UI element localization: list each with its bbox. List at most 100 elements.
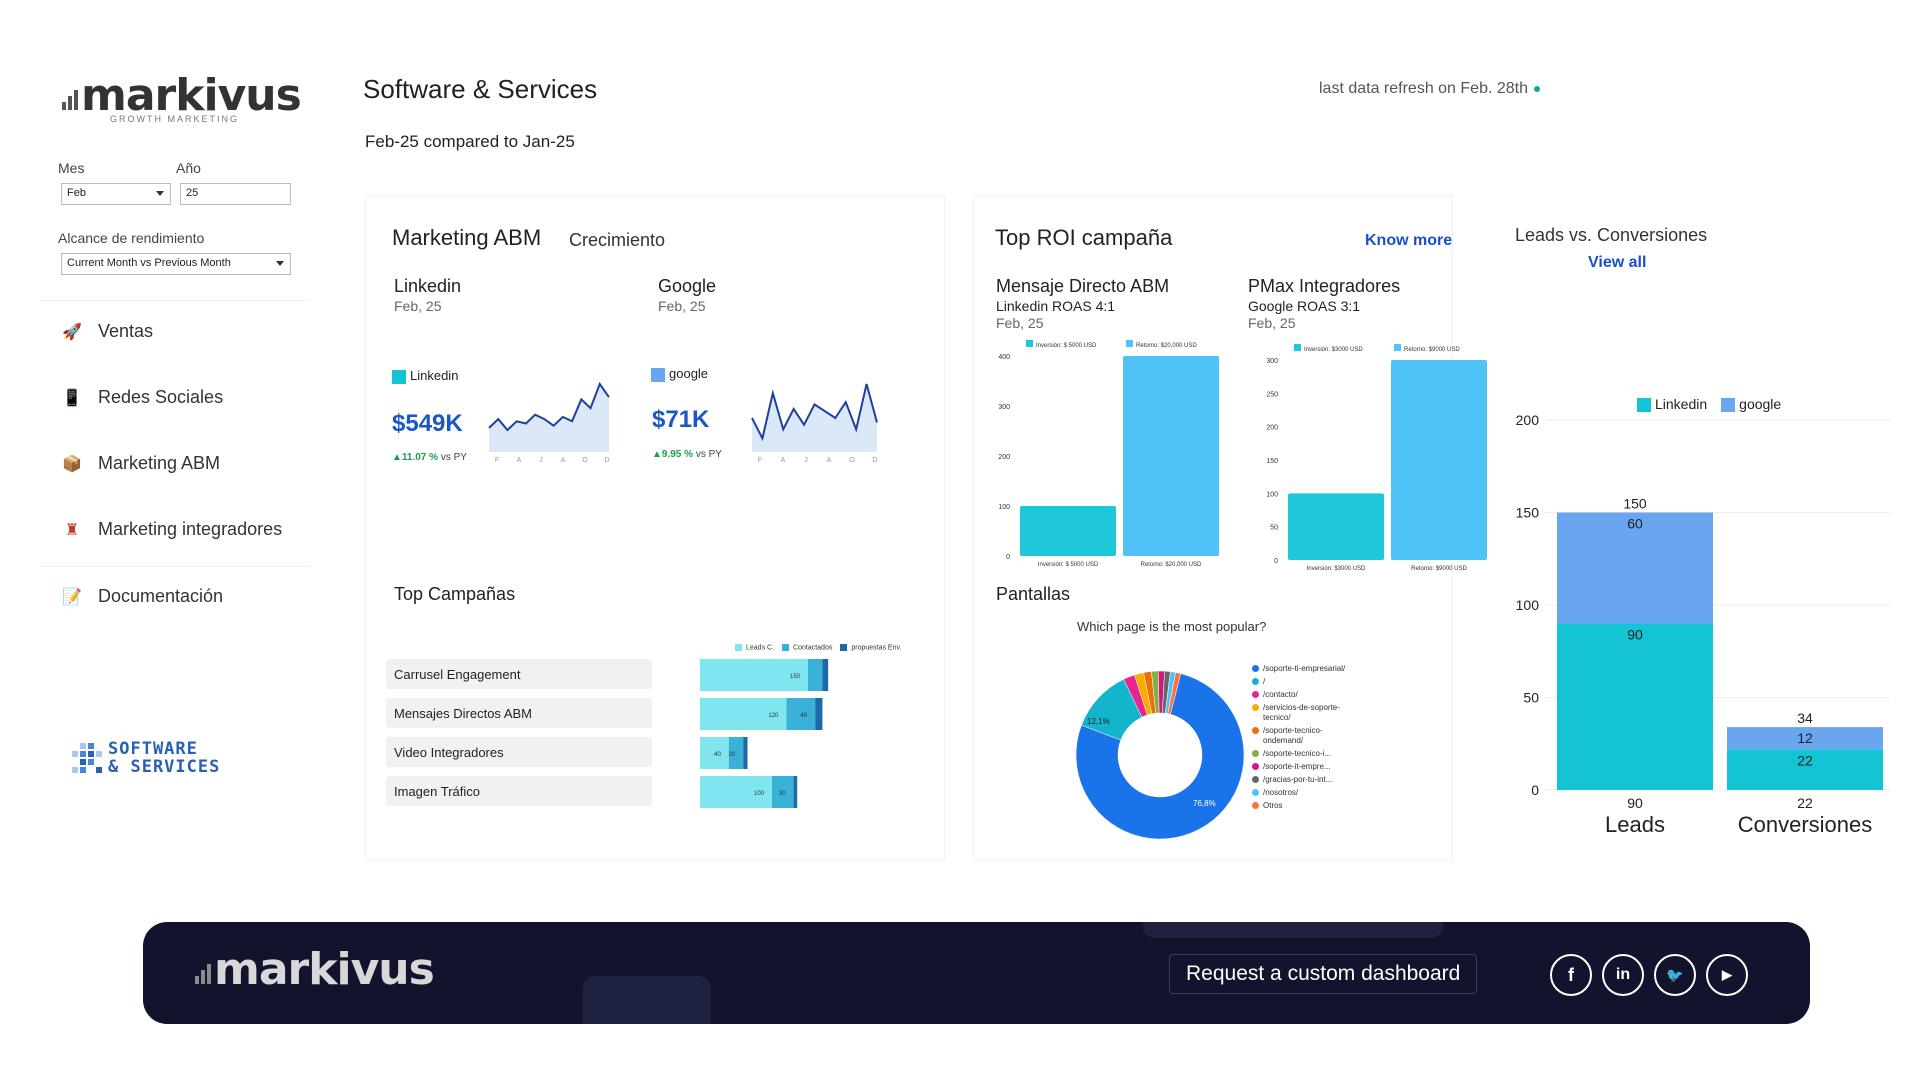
campaign-label: Mensajes Directos ABM — [394, 706, 532, 721]
campaign-bar-segment — [793, 776, 798, 808]
campaign-bar-segment — [700, 737, 729, 769]
year-value: 25 — [186, 187, 199, 199]
refresh-text: last data refresh on Feb. 28th — [1318, 80, 1528, 97]
campaign-bar-segment — [822, 659, 829, 691]
sparkline-area — [752, 384, 877, 452]
footer-logo: markivus — [195, 944, 435, 995]
sidebar-item-marketing-abm[interactable]: 📦 Marketing ABM — [62, 453, 220, 474]
month-label: Mes — [58, 160, 85, 176]
youtube-icon[interactable]: ▶ — [1706, 954, 1748, 996]
bottom-value-label: 22 — [1797, 795, 1813, 811]
y-tick-label: 100 — [998, 504, 1010, 511]
x-tick-label: F — [758, 457, 762, 464]
sidebar-item-marketing-integradores[interactable]: ♜ Marketing integradores — [62, 519, 282, 540]
partner-name-line2: & SERVICES — [108, 757, 221, 777]
legend-label: / — [1263, 677, 1266, 686]
x-category-label: Conversiones — [1738, 812, 1873, 837]
roi-left-date: Feb, 25 — [996, 315, 1044, 331]
sidebar-divider — [40, 566, 310, 567]
donut-slice — [1075, 673, 1245, 840]
scope-value: Current Month vs Previous Month — [67, 257, 231, 269]
month-value: Feb — [67, 187, 86, 199]
x-tick-label: A — [517, 457, 522, 464]
view-all-link[interactable]: View all — [1588, 254, 1647, 271]
leads-title: Leads vs. Conversiones — [1515, 225, 1708, 245]
google-legend: google — [651, 366, 708, 382]
campaign-row[interactable]: Mensajes Directos ABM — [386, 698, 652, 728]
legend-label: /soporte-tecnico-ondemand/ — [1263, 726, 1323, 745]
stacked-bar-segment — [1727, 727, 1883, 750]
linkedin-kpi: $549K — [392, 410, 463, 437]
year-input[interactable]: 25 — [180, 183, 291, 205]
x-tick-label: J — [804, 457, 808, 464]
legend-label: /soporte-tecnico-i... — [1263, 749, 1332, 758]
sidebar: markivus — [40, 22, 322, 852]
campaign-bar-segment — [700, 776, 772, 808]
legend-item: /contacto/ — [1252, 690, 1362, 700]
legend-item: /soporte-tecnico-ondemand/ — [1252, 726, 1362, 746]
footer-decoration — [1143, 922, 1443, 938]
sparkline-area — [489, 384, 609, 452]
legend-label: Otros — [1263, 801, 1283, 810]
legend-label: Contactados — [793, 644, 833, 652]
bottom-value-label: 90 — [1627, 795, 1643, 811]
legend-swatch — [1252, 727, 1259, 734]
legend-item: Contactados — [782, 644, 832, 651]
x-tick-label: D — [604, 457, 609, 464]
campaign-bar-segment — [772, 776, 794, 808]
page-title: Software & Services — [363, 74, 598, 104]
bar-value-label: 20 — [729, 752, 736, 758]
y-tick-label: 200 — [1266, 425, 1278, 432]
sidebar-item-redes-sociales[interactable]: 📱 Redes Sociales — [62, 387, 223, 408]
campaign-row[interactable]: Carrusel Engagement — [386, 659, 652, 689]
leads-legend: Linkedin google — [1637, 396, 1782, 413]
twitter-icon[interactable]: 🐦 — [1654, 954, 1696, 996]
legend-swatch — [1252, 789, 1259, 796]
delta-suffix: vs PY — [440, 452, 467, 463]
bar-value-label: 150 — [790, 674, 801, 680]
footer-banner: markivus Request a custom dashboard f in… — [143, 922, 1810, 1024]
legend-swatch — [392, 369, 406, 384]
campaign-bar-segment — [786, 698, 816, 730]
linkedin-delta: ▲11.07 % vs PY — [392, 452, 467, 463]
legend-label: google — [1739, 396, 1782, 412]
legend-label: /soporte-it-empre... — [1263, 762, 1331, 771]
user-icon: ♜ — [64, 521, 80, 539]
x-tick-label: A — [561, 457, 566, 464]
google-title: Google — [658, 276, 717, 296]
y-tick-label: 0 — [1531, 782, 1539, 798]
roi-bar — [1288, 493, 1384, 560]
legend-swatch — [1126, 340, 1133, 347]
bar-value-label: 40 — [801, 713, 808, 719]
know-more-link[interactable]: Know more — [1365, 232, 1453, 249]
sidebar-item-documentacion[interactable]: 📝 Documentación — [62, 586, 223, 607]
request-dashboard-button[interactable]: Request a custom dashboard — [1169, 954, 1478, 994]
campaign-bar-segment — [700, 659, 808, 691]
x-tick-label: A — [781, 457, 786, 464]
linkedin-title: Linkedin — [394, 276, 462, 296]
legend-swatch — [1252, 802, 1259, 809]
legend-item: /gracias-por-tu-int... — [1252, 775, 1362, 785]
sidebar-item-ventas[interactable]: 🚀 Ventas — [62, 321, 153, 342]
campaign-label: Video Integradores — [394, 745, 504, 760]
month-select[interactable]: Feb — [61, 183, 171, 205]
linkedin-icon[interactable]: in — [1602, 954, 1644, 996]
bar-value-label: 100 — [754, 791, 765, 797]
legend-swatch — [1252, 704, 1259, 711]
y-tick-label: 0 — [1006, 554, 1010, 561]
scope-select[interactable]: Current Month vs Previous Month — [61, 253, 291, 275]
campaign-bar-segment — [700, 698, 787, 730]
facebook-icon[interactable]: f — [1550, 954, 1592, 996]
partner-logo: SOFTWARE & SERVICES — [72, 740, 220, 776]
campaign-row[interactable]: Imagen Tráfico — [386, 776, 652, 806]
legend-label: /soporte-ti-empresarial/ — [1263, 664, 1346, 673]
campaign-row[interactable]: Video Integradores — [386, 737, 652, 767]
legend-swatch — [1252, 750, 1259, 757]
campaign-bar-segment — [815, 698, 823, 730]
data-label: 22 — [1797, 752, 1813, 768]
bar-value-label: 120 — [768, 713, 779, 719]
campaign-bar-segment — [743, 737, 748, 769]
legend-swatch — [735, 644, 742, 651]
legend-item: /soporte-tecnico-i... — [1252, 749, 1362, 759]
